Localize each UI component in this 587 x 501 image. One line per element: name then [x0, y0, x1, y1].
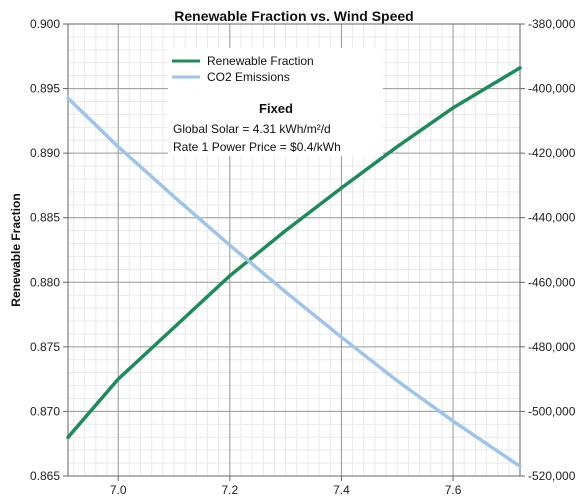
y2-tick-label: -500,000 [528, 404, 576, 418]
y-tick-label: 0.900 [30, 17, 60, 31]
plot-area-frame [67, 23, 521, 477]
y-tick-label: 0.895 [30, 82, 60, 96]
y2-tick-label: -440,000 [528, 211, 576, 225]
x-tick-label: 7.2 [221, 483, 238, 497]
x-axis: 7.0 7.2 7.4 7.6 [110, 476, 462, 497]
y-axis-label: Renewable Fraction [9, 193, 23, 306]
chart-title: Renewable Fraction vs. Wind Speed [174, 8, 413, 24]
y2-tick-label: -520,000 [528, 469, 576, 483]
legend-background [168, 48, 383, 156]
x-tick-label: 7.4 [333, 483, 350, 497]
y2-tick-label: -380,000 [528, 17, 576, 31]
x-tick-label: 7.0 [110, 483, 127, 497]
legend-label-renewable-fraction: Renewable Fraction [207, 54, 314, 68]
series-line-co2-emissions [66, 96, 522, 469]
y2-tick-label: -480,000 [528, 340, 576, 354]
y-axis-left: 0.900 0.895 0.890 0.885 0.880 0.875 0.870 0.865 [30, 17, 68, 483]
y-tick-label: 0.870 [30, 404, 60, 418]
y2-tick-label: -420,000 [528, 146, 576, 160]
y-tick-label: 0.880 [30, 275, 60, 289]
fixed-annotation-title: Fixed [259, 101, 293, 116]
y-tick-label: 0.865 [30, 469, 60, 483]
fixed-annotation-price: Rate 1 Power Price = $0.4/kWh [173, 140, 341, 154]
y2-tick-label: -400,000 [528, 82, 576, 96]
x-tick-label: 7.6 [445, 483, 462, 497]
legend-label-co2-emissions: CO2 Emissions [207, 70, 290, 84]
series-lines [66, 66, 522, 469]
y-tick-label: 0.890 [30, 146, 60, 160]
y2-tick-label: -460,000 [528, 275, 576, 289]
fixed-annotation-solar: Global Solar = 4.31 kWh/m²/d [173, 122, 331, 136]
y-axis-right: -380,000 -400,000 -420,000 -440,000 -460,000… [520, 17, 576, 483]
y-tick-label: 0.875 [30, 340, 60, 354]
series-line-renewable-fraction [66, 66, 522, 440]
y-tick-label: 0.885 [30, 211, 60, 225]
legend-box: Renewable Fraction CO2 Emissions Fixed G… [168, 48, 383, 156]
